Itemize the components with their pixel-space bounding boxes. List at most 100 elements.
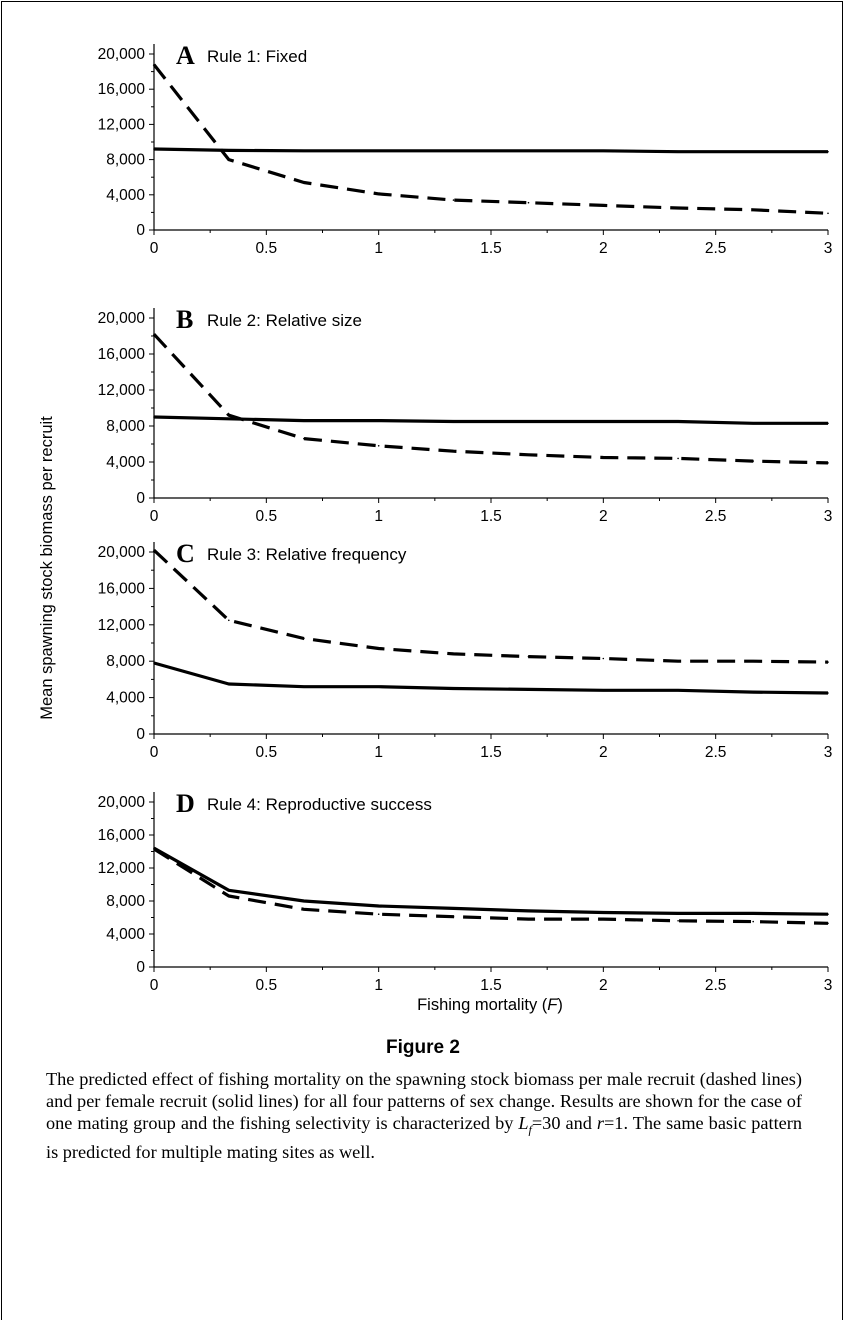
male-data-point (303, 437, 305, 440)
male-data-point (677, 660, 679, 662)
x-tick-label: 0 (150, 744, 159, 761)
female-series-line (153, 147, 828, 154)
y-tick-label: 20,000 (98, 46, 146, 63)
y-tick-label: 0 (136, 959, 145, 976)
female-data-point (228, 149, 230, 152)
x-tick-label: 3 (824, 508, 833, 525)
male-data-point (303, 908, 305, 911)
male-data-point (153, 848, 155, 850)
figure-charts: 0 4,000 8,000 12,000 16,000 20,000 0 0.5 1 1.5 2 2.… (38, 41, 833, 1014)
x-tick-label: 0.5 (256, 744, 278, 761)
male-data-point (677, 920, 679, 922)
male-data-point (377, 445, 380, 447)
female-data-point (303, 685, 305, 688)
male-data-point (527, 918, 530, 920)
panel-title: Rule 3: Relative frequency (207, 545, 407, 564)
female-data-point (228, 683, 230, 685)
x-tick-label: 2 (599, 744, 608, 761)
male-series-line (152, 63, 829, 215)
female-data-point (377, 905, 380, 907)
male-data-point (752, 920, 754, 923)
female-data-point (752, 150, 754, 153)
panel-letter: C (176, 539, 195, 568)
x-axis-label-prefix: Fishing mortality ( (417, 996, 548, 1014)
panel-letter: D (176, 789, 195, 818)
male-data-point (452, 915, 455, 918)
female-data-point (153, 662, 155, 664)
x-tick-label: 2 (599, 977, 608, 994)
chart-panel-c: 0 4,000 8,000 12,000 16,000 20,000 0 0.5 1 1.5 2 2.… (98, 539, 833, 761)
female-data-point (677, 912, 679, 915)
male-data-point (377, 913, 380, 915)
male-data-point (452, 450, 455, 453)
male-data-point (153, 333, 155, 336)
female-data-point (677, 150, 679, 153)
female-data-point (827, 913, 829, 915)
female-data-point (827, 422, 829, 425)
male-data-point (602, 456, 605, 459)
male-data-point (228, 158, 230, 161)
y-tick-label: 16,000 (98, 580, 146, 597)
x-tick-label: 1 (374, 240, 383, 257)
x-tick-label: 0.5 (256, 240, 278, 257)
male-data-point (527, 454, 530, 456)
male-data-point (677, 207, 679, 209)
female-data-point (377, 150, 380, 152)
male-data-point (228, 414, 230, 417)
x-tick-label: 2 (599, 240, 608, 257)
caption-lf-symbol: L (518, 1113, 529, 1133)
x-tick-label: 2.5 (705, 744, 727, 761)
female-data-point (677, 689, 679, 692)
x-tick-label: 3 (824, 744, 833, 761)
x-axis-label-suffix: ) (557, 996, 563, 1014)
y-tick-label: 4,000 (106, 926, 145, 943)
y-tick-label: 20,000 (98, 544, 146, 561)
female-data-point (452, 907, 455, 910)
y-tick-label: 0 (136, 490, 145, 507)
female-data-point (153, 148, 155, 150)
female-data-point (452, 687, 455, 690)
chart-panel-a: 0 4,000 8,000 12,000 16,000 20,000 0 0.5 1 1.5 2 2.… (98, 41, 833, 257)
caption-text-start: The predicted effect of fishing mortalit… (46, 1069, 802, 1133)
female-data-point (228, 889, 230, 892)
male-data-point (827, 212, 829, 215)
x-tick-label: 2.5 (705, 508, 727, 525)
male-data-point (303, 181, 305, 184)
x-tick-label: 1 (374, 977, 383, 994)
x-tick-label: 0 (150, 977, 159, 994)
panel-title: Rule 1: Fixed (207, 47, 307, 66)
male-data-point (827, 661, 829, 663)
x-tick-label: 1.5 (480, 977, 502, 994)
x-axis-label: Fishing mortality (F) (417, 996, 563, 1014)
male-data-point (377, 647, 380, 650)
y-tick-label: 4,000 (106, 187, 145, 204)
male-series-line (152, 333, 829, 465)
caption-lf-value: =30 and (531, 1113, 597, 1133)
male-data-point (527, 655, 530, 658)
y-tick-label: 16,000 (98, 827, 146, 844)
y-tick-label: 16,000 (98, 81, 146, 98)
male-data-point (303, 637, 305, 640)
male-data-point (827, 922, 829, 925)
y-tick-label: 12,000 (98, 116, 146, 133)
female-data-point (452, 150, 455, 152)
x-tick-label: 0.5 (256, 508, 278, 525)
male-data-point (752, 660, 754, 662)
x-tick-label: 3 (824, 240, 833, 257)
female-series-line (153, 846, 829, 916)
male-data-point (452, 653, 455, 655)
male-data-point (602, 204, 605, 207)
male-data-point (752, 209, 754, 211)
male-data-point (377, 193, 380, 195)
x-tick-label: 1 (374, 744, 383, 761)
male-data-point (602, 918, 605, 920)
female-data-point (377, 685, 380, 688)
x-tick-label: 1.5 (480, 240, 502, 257)
female-series-line (153, 661, 829, 695)
x-tick-label: 3 (824, 977, 833, 994)
y-tick-label: 20,000 (98, 310, 146, 327)
y-tick-label: 8,000 (106, 893, 145, 910)
male-data-point (827, 462, 829, 464)
female-data-point (527, 420, 530, 423)
